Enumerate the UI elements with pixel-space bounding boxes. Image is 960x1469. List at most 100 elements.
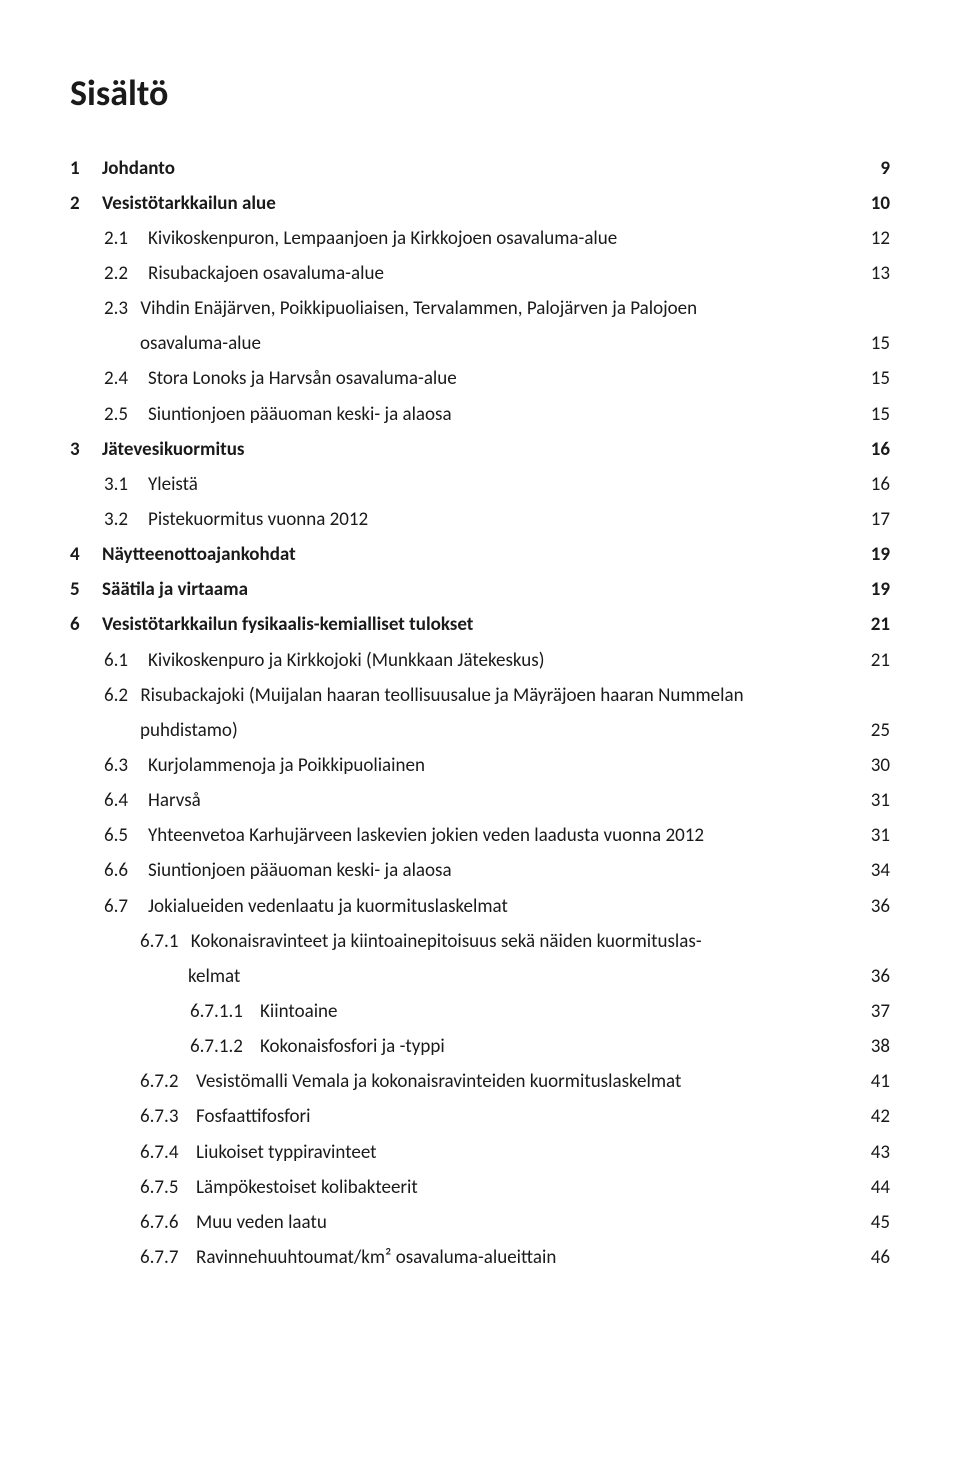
- toc-entry: 2.5Siuntionjoen pääuoman keski- ja alaos…: [104, 397, 890, 432]
- toc-entry-number: 6.7.7: [140, 1240, 196, 1275]
- toc-entry-number: 6.1: [104, 643, 148, 678]
- toc-entry-number: 6.4: [104, 783, 148, 818]
- toc-entry-page: 36: [867, 959, 890, 994]
- toc-leader-dots: [617, 225, 867, 244]
- toc-leader-dots: [240, 963, 866, 982]
- toc-entry-text: Lämpökestoiset kolibakteerit: [196, 1170, 418, 1205]
- toc-entry-text: Fosfaattifosfori: [196, 1099, 311, 1134]
- page-title: Sisältö: [70, 60, 890, 127]
- toc-entry-page: 19: [867, 537, 890, 572]
- toc-entry-page: 31: [867, 783, 890, 818]
- toc-leader-dots: [452, 857, 867, 876]
- toc-entry-number: 2.1: [104, 221, 148, 256]
- toc-entry-number: 1: [70, 151, 102, 186]
- toc-entry-page: 13: [867, 256, 890, 291]
- toc-entry-number: 3: [70, 432, 102, 467]
- toc-leader-dots: [452, 401, 867, 420]
- toc-entry: 6.2 Risubackajoki (Muijalan haaran teoll…: [104, 678, 890, 748]
- toc-entry-number: 6.3: [104, 748, 148, 783]
- toc-entry-text: Stora Lonoks ja Harvsån osavaluma-alue: [148, 361, 457, 396]
- table-of-contents: 1Johdanto92Vesistötarkkailun alue102.1Ki…: [70, 151, 890, 1276]
- toc-entry-number: 6.5: [104, 818, 148, 853]
- toc-entry: 3.2Pistekuormitus vuonna 201217: [104, 502, 890, 537]
- toc-leader-dots: [377, 1139, 867, 1158]
- toc-entry: 3Jätevesikuormitus16: [70, 432, 890, 467]
- toc-entry: 6.7.3Fosfaattifosfori42: [140, 1099, 890, 1134]
- toc-leader-dots: [508, 893, 867, 912]
- toc-entry-text: Siuntionjoen pääuoman keski- ja alaosa: [148, 397, 452, 432]
- toc-entry-number: 6.7.6: [140, 1205, 196, 1240]
- toc-entry-number: 3.2: [104, 502, 148, 537]
- toc-entry-page: 31: [867, 818, 890, 853]
- toc-leader-dots: [327, 1209, 867, 1228]
- toc-leader-dots: [198, 471, 867, 490]
- toc-entry-text: Muu veden laatu: [196, 1205, 327, 1240]
- toc-entry: 6.7.1 Kokonaisravinteet ja kiintoainepit…: [140, 924, 890, 994]
- toc-entry-page: 41: [867, 1064, 890, 1099]
- toc-entry: 6.7Jokialueiden vedenlaatu ja kuormitusl…: [104, 889, 890, 924]
- toc-entry: 2.4Stora Lonoks ja Harvsån osavaluma-alu…: [104, 361, 890, 396]
- toc-entry-page: 34: [867, 853, 890, 888]
- toc-leader-dots: [175, 155, 876, 174]
- toc-entry-page: 25: [867, 713, 890, 748]
- toc-leader-dots: [261, 330, 867, 349]
- toc-entry-text: Vesistötarkkailun alue: [102, 186, 276, 221]
- toc-entry: 6.7.4Liukoiset typpiravinteet43: [140, 1135, 890, 1170]
- toc-entry-number: 2.4: [104, 361, 148, 396]
- toc-entry-page: 46: [867, 1240, 890, 1275]
- toc-entry-page: 43: [867, 1135, 890, 1170]
- toc-entry-text: Johdanto: [102, 151, 175, 186]
- toc-leader-dots: [457, 365, 867, 384]
- toc-entry-text-cont: osavaluma-alue: [140, 326, 261, 361]
- toc-entry: 6.6Siuntionjoen pääuoman keski- ja alaos…: [104, 853, 890, 888]
- toc-entry: 2.3 Vihdin Enäjärven, Poikkipuoliaisen, …: [104, 291, 890, 361]
- toc-entry-number: 6.7.1: [140, 930, 186, 953]
- toc-entry: 3.1Yleistä16: [104, 467, 890, 502]
- toc-entry-page: 16: [867, 467, 890, 502]
- toc-leader-dots: [556, 1244, 866, 1263]
- toc-entry-page: 21: [867, 643, 890, 678]
- toc-entry-text: Näytteenottoajankohdat: [102, 537, 296, 572]
- toc-entry-text: Kivikoskenpuron, Lempaanjoen ja Kirkkojo…: [148, 221, 617, 256]
- toc-leader-dots: [244, 436, 866, 455]
- toc-entry-text: Kivikoskenpuro ja Kirkkojoki (Munkkaan J…: [148, 643, 544, 678]
- toc-leader-dots: [368, 506, 867, 525]
- toc-leader-dots: [425, 752, 867, 771]
- toc-entry-text: Liukoiset typpiravinteet: [196, 1135, 377, 1170]
- toc-entry-page: 15: [867, 397, 890, 432]
- toc-entry: 6.7.1.1Kiintoaine37: [190, 994, 890, 1029]
- toc-entry: 6.7.7Ravinnehuuhtoumat/km² osavaluma-alu…: [140, 1240, 890, 1275]
- toc-entry-text: Jokialueiden vedenlaatu ja kuormituslask…: [148, 889, 508, 924]
- toc-entry-page: 21: [867, 607, 890, 642]
- toc-entry-page: 10: [867, 186, 890, 221]
- toc-leader-dots: [384, 260, 867, 279]
- toc-entry: 6.7.2Vesistömalli Vemala ja kokonaisravi…: [140, 1064, 890, 1099]
- toc-entry-text-cont: puhdistamo): [140, 713, 238, 748]
- toc-leader-dots: [276, 190, 867, 209]
- toc-entry-text: Harvså: [148, 783, 201, 818]
- toc-entry: 1Johdanto9: [70, 151, 890, 186]
- toc-leader-dots: [704, 822, 867, 841]
- toc-entry-text: Jätevesikuormitus: [102, 432, 244, 467]
- toc-leader-dots: [296, 541, 867, 560]
- toc-entry-text: Risubackajoen osavaluma-alue: [148, 256, 384, 291]
- toc-entry: 2Vesistötarkkailun alue10: [70, 186, 890, 221]
- toc-entry-number: 6.7.2: [140, 1064, 196, 1099]
- toc-entry-text: Kurjolammenoja ja Poikkipuoliainen: [148, 748, 425, 783]
- toc-entry-number: 4: [70, 537, 102, 572]
- toc-entry: 6.5Yhteenvetoa Karhujärveen laskevien jo…: [104, 818, 890, 853]
- toc-leader-dots: [544, 647, 866, 666]
- toc-entry: 6.7.5Lämpökestoiset kolibakteerit44: [140, 1170, 890, 1205]
- toc-entry-text: Vihdin Enäjärven, Poikkipuoliaisen, Terv…: [136, 297, 697, 320]
- toc-entry-page: 42: [867, 1099, 890, 1134]
- toc-entry-text: Säätila ja virtaama: [102, 572, 248, 607]
- toc-leader-dots: [418, 1174, 867, 1193]
- toc-entry-number: 2.5: [104, 397, 148, 432]
- toc-entry-text: Risubackajoki (Muijalan haaran teollisuu…: [136, 684, 744, 707]
- toc-leader-dots: [311, 1103, 867, 1122]
- toc-entry-number: 6: [70, 607, 102, 642]
- toc-leader-dots: [681, 1068, 866, 1087]
- toc-entry-page: 17: [867, 502, 890, 537]
- toc-entry: 4Näytteenottoajankohdat 19: [70, 537, 890, 572]
- toc-leader-dots: [201, 787, 867, 806]
